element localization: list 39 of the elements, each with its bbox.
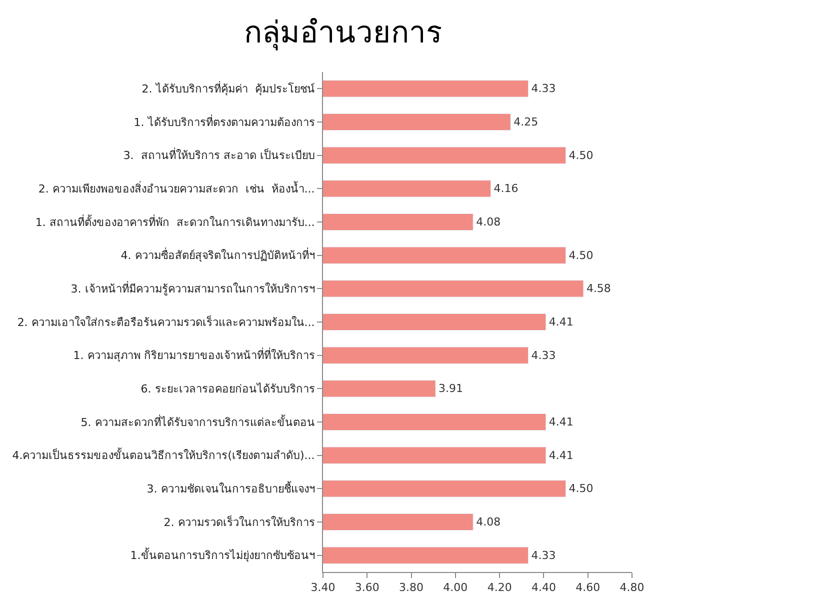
data-label: 4.50 — [568, 248, 594, 262]
x-tick-label: 4.00 — [443, 581, 468, 594]
y-tick-label: 4.ความเป็นธรรมของขั้นตอนวิธีการให้บริการ(เรียงตามลำดับ)... — [12, 447, 315, 462]
data-label: 4.33 — [531, 82, 556, 96]
data-label: 4.50 — [568, 482, 594, 496]
y-tick-label: 3. เจ้าหน้าที่มีความรู้ความสามารถในการให้บริการฯ — [70, 280, 315, 296]
data-label: 4.08 — [476, 216, 501, 228]
chart-title: กลุ่มอำนวยการ — [244, 16, 442, 52]
data-label: 4.41 — [548, 316, 574, 328]
y-tick-label: 2. ความเอาใจใส่กระตือรือร้นความรวดเร็วและความพร้อมใน... — [17, 314, 315, 329]
y-tick-label: 2. ได้รับบริการที่คุ้มค่า คุ้มประโยชน์ — [142, 80, 315, 96]
y-tick-label: 2. ความรวดเร็วในการให้บริการ — [164, 514, 315, 529]
x-tick-label: 3.60 — [354, 581, 380, 594]
y-tick-label: 5. ความสะดวกที่ได้รับจาการบริการแต่ละขั้นตอน — [80, 414, 315, 429]
data-label: 4.41 — [548, 416, 574, 428]
y-tick-label: 1.ขั้นตอนการบริการไม่ยุ่งยากซับซ้อนฯ — [130, 547, 315, 562]
x-tick-label: 4.80 — [620, 581, 644, 594]
y-tick-label: 1. สถานที่ตั้งของอาคารที่พัก สะดวกในการเดินทางมารับ... — [35, 214, 315, 229]
data-label: 4.58 — [586, 282, 611, 296]
y-tick-label: 3. สถานที่ให้บริการ สะอาด เป็นระเบียบ — [123, 147, 315, 162]
y-tick-label: 2. ความเพียงพอของสิ่งอำนวยความสะดวก เช่น ห้องน้ำ... — [38, 180, 315, 196]
x-tick-label: 4.60 — [576, 581, 600, 594]
y-tick-label: 1. ความสุภาพ กิริยามารยาของเจ้าหน้าที่ที่ให้บริการ — [73, 347, 315, 362]
x-tick-label: 3.80 — [399, 581, 424, 594]
y-tick-label: 6. ระยะเวลารอคอยก่อนได้รับบริการ — [140, 382, 315, 396]
x-tick-label: 3.40 — [310, 581, 336, 594]
data-label: 3.91 — [438, 382, 464, 396]
data-label: 4.16 — [494, 182, 518, 196]
data-label: 4.41 — [548, 448, 574, 462]
data-label: 4.50 — [568, 148, 594, 162]
data-label: 4.25 — [514, 116, 538, 128]
x-tick-label: 4.40 — [531, 581, 556, 594]
data-label: 4.33 — [531, 348, 556, 362]
data-label: 4.33 — [531, 548, 556, 562]
y-tick-label: 3. ความชัดเจนในการอธิบายชี้แจงฯ — [146, 480, 315, 496]
x-tick-label: 4.20 — [487, 581, 512, 594]
y-tick-label: 1. ได้รับบริการที่ตรงตามความต้องการ — [134, 114, 315, 129]
y-tick-label: 4. ความซื่อสัตย์สุจริตในการปฏิบัติหน้าที่ฯ — [120, 247, 315, 262]
data-label: 4.08 — [476, 516, 501, 528]
